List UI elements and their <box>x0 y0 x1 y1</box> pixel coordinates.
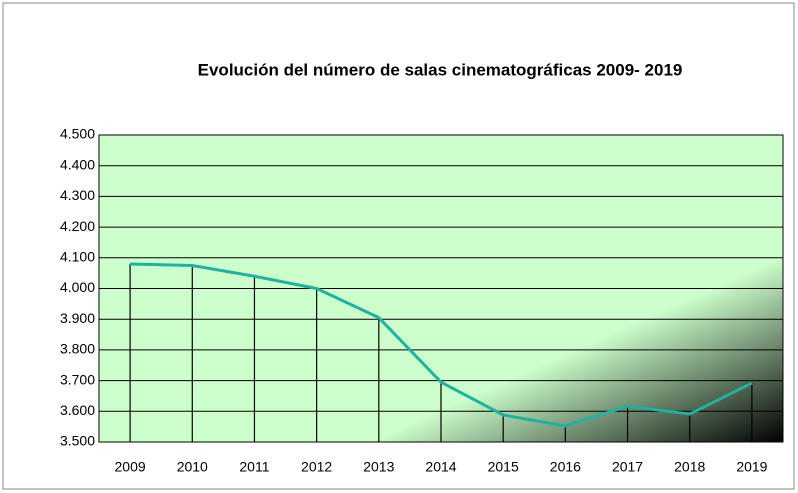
y-tick-label: 3.600 <box>60 402 95 418</box>
y-tick-label: 4.400 <box>60 156 95 172</box>
x-tick-label: 2017 <box>612 459 643 475</box>
x-tick-label: 2010 <box>177 459 208 475</box>
x-tick-label: 2019 <box>736 459 767 475</box>
x-tick-label: 2018 <box>674 459 705 475</box>
y-tick-label: 3.800 <box>60 341 95 357</box>
x-tick-label: 2016 <box>550 459 581 475</box>
y-tick-label: 3.500 <box>60 433 95 449</box>
x-tick-label: 2009 <box>115 459 146 475</box>
x-tick-label: 2015 <box>488 459 519 475</box>
y-tick-label: 4.500 <box>60 126 95 142</box>
y-tick-label: 4.100 <box>60 249 95 265</box>
y-tick-label: 4.300 <box>60 187 95 203</box>
x-tick-label: 2012 <box>301 459 332 475</box>
y-tick-label: 4.000 <box>60 279 95 295</box>
y-tick-label: 4.200 <box>60 218 95 234</box>
x-tick-label: 2013 <box>363 459 394 475</box>
chart-title: Evolución del número de salas cinematogr… <box>198 60 683 79</box>
y-tick-label: 3.700 <box>60 371 95 387</box>
series-line <box>130 262 753 428</box>
y-tick-label: 3.900 <box>60 310 95 326</box>
x-tick-label: 2011 <box>239 459 269 475</box>
x-tick-label: 2014 <box>425 459 456 475</box>
